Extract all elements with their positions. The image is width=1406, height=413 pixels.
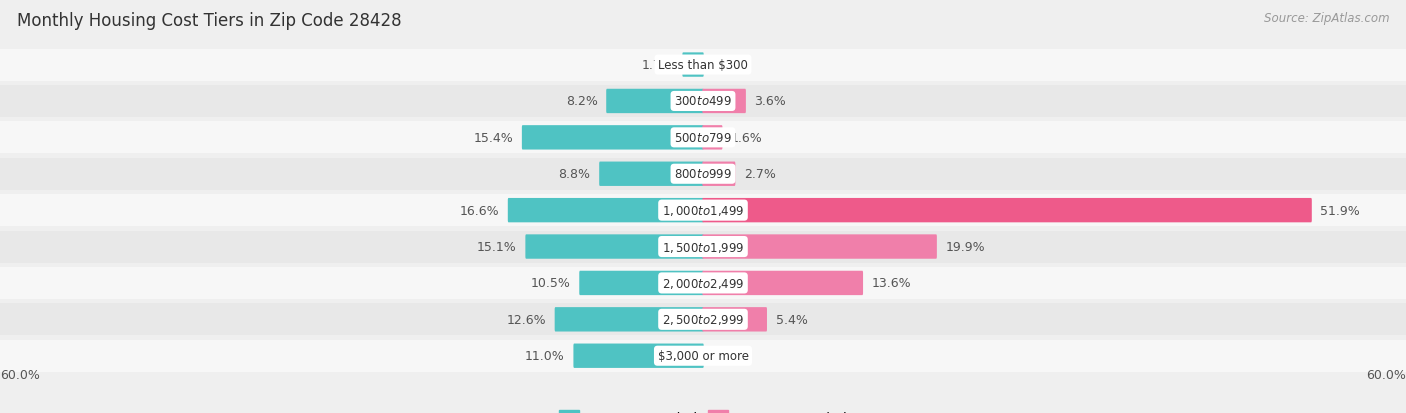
Bar [0,267,1406,299]
Text: 5.4%: 5.4% [776,313,807,326]
Text: $1,500 to $1,999: $1,500 to $1,999 [662,240,744,254]
Text: $2,500 to $2,999: $2,500 to $2,999 [662,313,744,327]
FancyBboxPatch shape [554,307,704,332]
Bar [0,304,1406,335]
FancyBboxPatch shape [703,271,863,295]
Text: $800 to $999: $800 to $999 [673,168,733,181]
FancyBboxPatch shape [574,344,704,368]
FancyBboxPatch shape [703,307,768,332]
Text: 2.7%: 2.7% [744,168,776,181]
Bar [0,340,1406,372]
FancyBboxPatch shape [703,162,735,187]
Text: Source: ZipAtlas.com: Source: ZipAtlas.com [1264,12,1389,25]
FancyBboxPatch shape [508,199,704,223]
Text: 16.6%: 16.6% [460,204,499,217]
Text: 0.0%: 0.0% [713,349,744,362]
Bar [0,122,1406,154]
Text: 10.5%: 10.5% [530,277,571,290]
Text: 51.9%: 51.9% [1320,204,1360,217]
Text: Monthly Housing Cost Tiers in Zip Code 28428: Monthly Housing Cost Tiers in Zip Code 2… [17,12,402,30]
Text: $2,000 to $2,499: $2,000 to $2,499 [662,276,744,290]
FancyBboxPatch shape [606,90,704,114]
FancyBboxPatch shape [526,235,704,259]
Text: $3,000 or more: $3,000 or more [658,349,748,362]
Text: 15.4%: 15.4% [474,131,513,145]
Text: Less than $300: Less than $300 [658,59,748,72]
Bar [0,86,1406,118]
Text: 12.6%: 12.6% [506,313,546,326]
Text: 60.0%: 60.0% [1367,368,1406,381]
Text: 3.6%: 3.6% [755,95,786,108]
Text: 8.8%: 8.8% [558,168,591,181]
Text: $1,000 to $1,499: $1,000 to $1,499 [662,204,744,218]
FancyBboxPatch shape [703,126,723,150]
Text: 11.0%: 11.0% [524,349,565,362]
Bar [0,158,1406,190]
Text: 19.9%: 19.9% [945,240,986,254]
Text: 13.6%: 13.6% [872,277,911,290]
Text: 60.0%: 60.0% [0,368,39,381]
Text: 8.2%: 8.2% [565,95,598,108]
Text: $300 to $499: $300 to $499 [673,95,733,108]
Bar [0,50,1406,81]
Text: 1.6%: 1.6% [731,131,763,145]
Text: 15.1%: 15.1% [477,240,517,254]
Text: 0.0%: 0.0% [713,59,744,72]
FancyBboxPatch shape [579,271,704,295]
Bar [0,195,1406,227]
FancyBboxPatch shape [703,199,1312,223]
FancyBboxPatch shape [599,162,704,187]
Bar [0,231,1406,263]
FancyBboxPatch shape [522,126,704,150]
Text: 1.7%: 1.7% [641,59,673,72]
Text: $500 to $799: $500 to $799 [673,131,733,145]
FancyBboxPatch shape [682,53,704,78]
FancyBboxPatch shape [703,235,936,259]
FancyBboxPatch shape [703,90,747,114]
Legend: Owner-occupied, Renter-occupied: Owner-occupied, Renter-occupied [560,411,846,413]
